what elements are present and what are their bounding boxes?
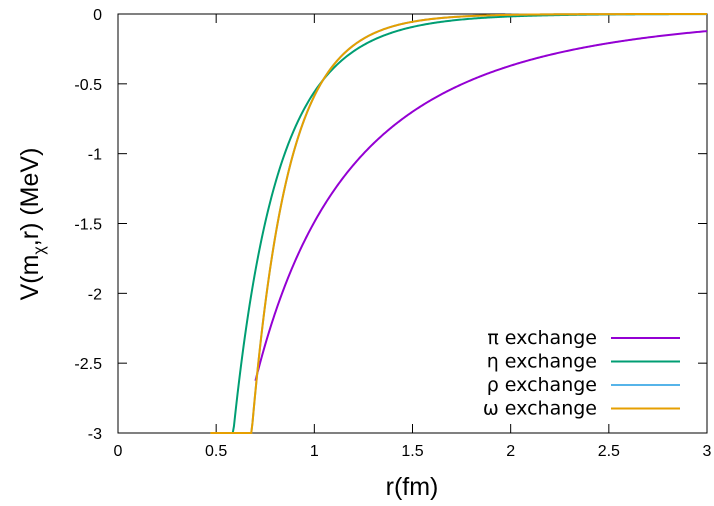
legend-label: ω exchange	[483, 398, 597, 420]
x-tick-label: 3	[703, 443, 712, 460]
axis-ticks: 0 0.5 1 1.5 2 2.5 3 0 -0.5 -1 -1.5 -2 -2.5 -3	[74, 7, 711, 460]
y-tick-label: -3	[88, 426, 102, 443]
x-tick-label: 1	[310, 443, 319, 460]
x-tick-label: 2	[506, 443, 515, 460]
x-tick-label: 1.5	[401, 443, 423, 460]
x-tick-label: 0.5	[205, 443, 227, 460]
x-axis-label: r(fm)	[386, 473, 439, 501]
y-axis-label-rest: ,r) (MeV)	[16, 148, 44, 247]
y-tick-label: -1.5	[74, 217, 102, 234]
legend-label: η exchange	[487, 351, 597, 373]
y-tick-label: -1	[88, 147, 102, 164]
y-axis-label-subscript: χ	[31, 246, 48, 255]
series-curves	[210, 13, 708, 434]
plot-frame	[117, 13, 708, 434]
y-tick-label: -2.5	[74, 356, 102, 373]
series-line	[223, 13, 707, 434]
series-line	[254, 30, 708, 381]
y-axis-label-main: V(m	[16, 255, 44, 301]
series-line	[210, 13, 707, 434]
y-tick-label: -0.5	[74, 77, 102, 94]
y-axis-label: V(mχ,r) (MeV)	[16, 148, 48, 301]
y-tick-label: -2	[88, 286, 102, 303]
series-line	[210, 13, 707, 434]
legend-label: π exchange	[487, 327, 597, 349]
y-tick-label: 0	[93, 7, 102, 24]
x-tick-label: 2.5	[598, 443, 620, 460]
x-tick-label: 0	[114, 443, 123, 460]
legend-label: ρ exchange	[487, 374, 597, 396]
